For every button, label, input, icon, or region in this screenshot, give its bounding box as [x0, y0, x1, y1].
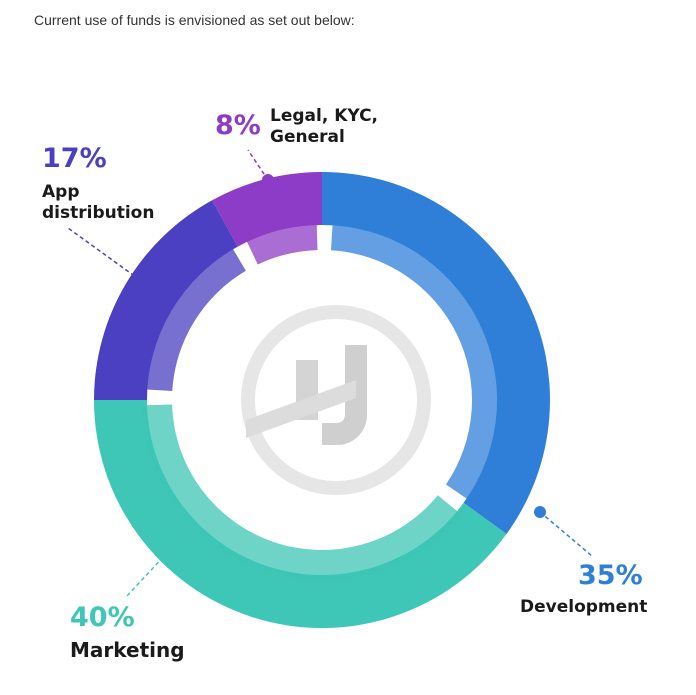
- donut-segment: [94, 200, 238, 400]
- segment-inner-band: [244, 220, 318, 265]
- category-label: Legal, KYC, General: [270, 106, 379, 147]
- category-label: Marketing: [70, 638, 185, 662]
- value-label: 8%: [215, 110, 261, 141]
- segment-inner-band: [330, 220, 502, 502]
- category-label: App distribution: [42, 182, 155, 223]
- center-logo: [241, 305, 431, 495]
- value-label: 35%: [578, 560, 643, 591]
- leader-line: [124, 551, 169, 599]
- chart-title: Current use of funds is envisioned as se…: [34, 12, 355, 28]
- leader-dot: [162, 546, 174, 558]
- segment-inner-band: [142, 244, 246, 392]
- value-label: 17%: [42, 143, 107, 174]
- leader-line: [247, 149, 269, 181]
- leader-dot: [262, 174, 274, 186]
- segment-inner-band: [142, 404, 462, 580]
- donut-segment: [212, 172, 322, 247]
- leader-dot: [534, 506, 546, 518]
- leader-dot: [134, 274, 146, 286]
- leader-line: [539, 511, 593, 557]
- value-label: 40%: [70, 602, 135, 633]
- category-label: Development: [520, 597, 648, 617]
- donut-segment: [94, 400, 507, 628]
- leader-line: [67, 227, 141, 281]
